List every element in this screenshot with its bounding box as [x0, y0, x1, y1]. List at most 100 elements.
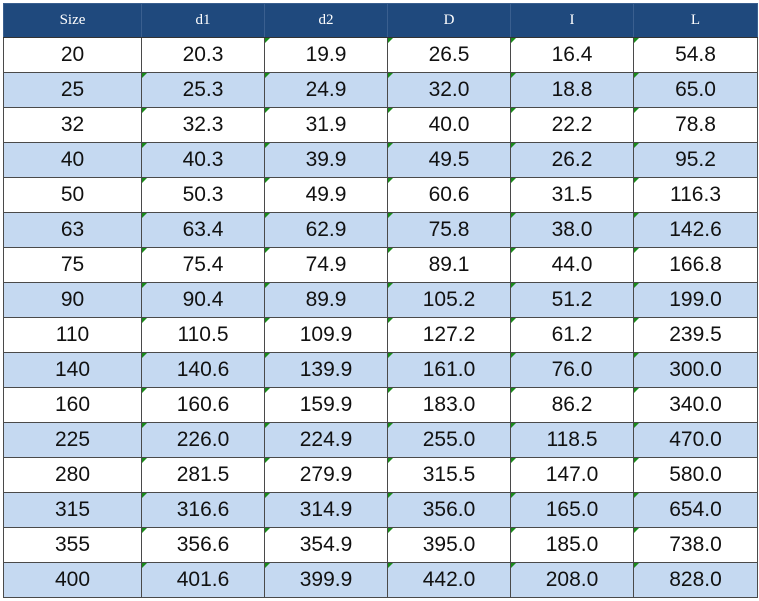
size-cell: 75: [3, 247, 142, 283]
table-row: 355 356.6 354.9 395.0 185.0 738.0: [3, 527, 758, 563]
table-container: Size d1 d2 D I L 20 20.3 19.9 26.5 16.4 54.8 25 25.3…: [3, 3, 758, 598]
table-row: 40 40.3 39.9 49.5 26.2 95.2: [3, 142, 758, 178]
table-row: 50 50.3 49.9 60.6 31.5 116.3: [3, 177, 758, 213]
table-row: 140 140.6 139.9 161.0 76.0 300.0: [3, 352, 758, 388]
value-cell: 354.9: [264, 527, 388, 563]
value-cell: 300.0: [633, 352, 758, 388]
size-cell: 25: [3, 72, 142, 108]
value-cell: 38.0: [510, 212, 634, 248]
header-cell: d1: [141, 3, 265, 38]
value-cell: 49.5: [387, 142, 511, 178]
size-cell: 160: [3, 387, 142, 423]
value-cell: 86.2: [510, 387, 634, 423]
value-cell: 54.8: [633, 37, 758, 73]
value-cell: 828.0: [633, 562, 758, 598]
value-cell: 40.3: [141, 142, 265, 178]
size-cell: 140: [3, 352, 142, 388]
dimension-table: Size d1 d2 D I L 20 20.3 19.9 26.5 16.4 54.8 25 25.3…: [3, 3, 758, 598]
value-cell: 32.3: [141, 107, 265, 143]
value-cell: 22.2: [510, 107, 634, 143]
value-cell: 50.3: [141, 177, 265, 213]
header-cell: I: [510, 3, 634, 38]
value-cell: 356.6: [141, 527, 265, 563]
value-cell: 224.9: [264, 422, 388, 458]
header-cell: L: [633, 3, 758, 38]
table-row: 315 316.6 314.9 356.0 165.0 654.0: [3, 492, 758, 528]
size-cell: 40: [3, 142, 142, 178]
value-cell: 51.2: [510, 282, 634, 318]
value-cell: 316.6: [141, 492, 265, 528]
value-cell: 315.5: [387, 457, 511, 493]
value-cell: 26.5: [387, 37, 511, 73]
value-cell: 24.9: [264, 72, 388, 108]
value-cell: 127.2: [387, 317, 511, 353]
value-cell: 75.8: [387, 212, 511, 248]
table-row: 63 63.4 62.9 75.8 38.0 142.6: [3, 212, 758, 248]
table-row: 20 20.3 19.9 26.5 16.4 54.8: [3, 37, 758, 73]
value-cell: 116.3: [633, 177, 758, 213]
value-cell: 208.0: [510, 562, 634, 598]
value-cell: 105.2: [387, 282, 511, 318]
value-cell: 90.4: [141, 282, 265, 318]
value-cell: 226.0: [141, 422, 265, 458]
size-cell: 20: [3, 37, 142, 73]
value-cell: 165.0: [510, 492, 634, 528]
table-row: 25 25.3 24.9 32.0 18.8 65.0: [3, 72, 758, 108]
value-cell: 281.5: [141, 457, 265, 493]
value-cell: 78.8: [633, 107, 758, 143]
size-cell: 315: [3, 492, 142, 528]
value-cell: 166.8: [633, 247, 758, 283]
value-cell: 580.0: [633, 457, 758, 493]
value-cell: 76.0: [510, 352, 634, 388]
value-cell: 161.0: [387, 352, 511, 388]
value-cell: 89.1: [387, 247, 511, 283]
table-row: 400 401.6 399.9 442.0 208.0 828.0: [3, 562, 758, 598]
value-cell: 395.0: [387, 527, 511, 563]
value-cell: 140.6: [141, 352, 265, 388]
value-cell: 62.9: [264, 212, 388, 248]
size-cell: 110: [3, 317, 142, 353]
size-cell: 225: [3, 422, 142, 458]
value-cell: 239.5: [633, 317, 758, 353]
value-cell: 20.3: [141, 37, 265, 73]
header-cell: Size: [3, 3, 142, 38]
value-cell: 183.0: [387, 387, 511, 423]
table-body: 20 20.3 19.9 26.5 16.4 54.8 25 25.3 24.9 32.0 18.8…: [3, 37, 758, 598]
value-cell: 654.0: [633, 492, 758, 528]
value-cell: 255.0: [387, 422, 511, 458]
header-cell: D: [387, 3, 511, 38]
table-row: 225 226.0 224.9 255.0 118.5 470.0: [3, 422, 758, 458]
value-cell: 16.4: [510, 37, 634, 73]
value-cell: 147.0: [510, 457, 634, 493]
value-cell: 65.0: [633, 72, 758, 108]
value-cell: 40.0: [387, 107, 511, 143]
value-cell: 44.0: [510, 247, 634, 283]
value-cell: 399.9: [264, 562, 388, 598]
value-cell: 442.0: [387, 562, 511, 598]
value-cell: 356.0: [387, 492, 511, 528]
table-row: 160 160.6 159.9 183.0 86.2 340.0: [3, 387, 758, 423]
value-cell: 19.9: [264, 37, 388, 73]
size-cell: 50: [3, 177, 142, 213]
value-cell: 49.9: [264, 177, 388, 213]
value-cell: 63.4: [141, 212, 265, 248]
value-cell: 32.0: [387, 72, 511, 108]
value-cell: 31.9: [264, 107, 388, 143]
value-cell: 25.3: [141, 72, 265, 108]
value-cell: 279.9: [264, 457, 388, 493]
value-cell: 340.0: [633, 387, 758, 423]
value-cell: 314.9: [264, 492, 388, 528]
value-cell: 26.2: [510, 142, 634, 178]
size-cell: 400: [3, 562, 142, 598]
value-cell: 139.9: [264, 352, 388, 388]
value-cell: 75.4: [141, 247, 265, 283]
table-row: 75 75.4 74.9 89.1 44.0 166.8: [3, 247, 758, 283]
value-cell: 31.5: [510, 177, 634, 213]
value-cell: 470.0: [633, 422, 758, 458]
header-cell: d2: [264, 3, 388, 38]
value-cell: 185.0: [510, 527, 634, 563]
value-cell: 738.0: [633, 527, 758, 563]
table-row: 110 110.5 109.9 127.2 61.2 239.5: [3, 317, 758, 353]
value-cell: 39.9: [264, 142, 388, 178]
